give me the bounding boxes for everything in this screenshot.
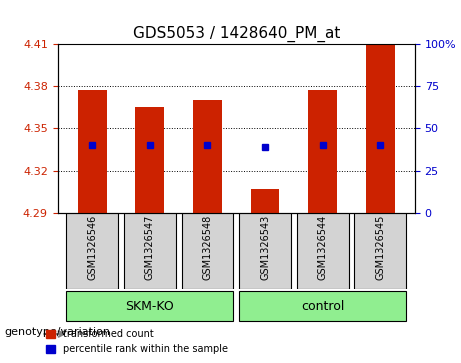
- Text: GSM1326547: GSM1326547: [145, 215, 155, 280]
- Bar: [78, 90, 106, 213]
- Text: GSM1326545: GSM1326545: [375, 215, 385, 280]
- FancyBboxPatch shape: [239, 291, 406, 321]
- Bar: [193, 100, 222, 213]
- Text: control: control: [301, 299, 344, 313]
- Legend: transformed count, percentile rank within the sample: transformed count, percentile rank withi…: [42, 326, 232, 358]
- FancyBboxPatch shape: [297, 213, 349, 289]
- Bar: [366, 44, 395, 213]
- FancyBboxPatch shape: [66, 213, 118, 289]
- Bar: [136, 107, 164, 213]
- FancyBboxPatch shape: [66, 291, 233, 321]
- Bar: [308, 90, 337, 213]
- FancyBboxPatch shape: [239, 213, 291, 289]
- Title: GDS5053 / 1428640_PM_at: GDS5053 / 1428640_PM_at: [133, 26, 340, 42]
- FancyBboxPatch shape: [124, 213, 176, 289]
- Text: GSM1326543: GSM1326543: [260, 215, 270, 280]
- FancyBboxPatch shape: [182, 213, 233, 289]
- Text: SKM-KO: SKM-KO: [125, 299, 174, 313]
- FancyBboxPatch shape: [355, 213, 406, 289]
- Text: GSM1326546: GSM1326546: [87, 215, 97, 280]
- Bar: [251, 189, 279, 213]
- Text: GSM1326548: GSM1326548: [202, 215, 213, 280]
- Text: GSM1326544: GSM1326544: [318, 215, 328, 280]
- Text: genotype/variation: genotype/variation: [5, 327, 111, 337]
